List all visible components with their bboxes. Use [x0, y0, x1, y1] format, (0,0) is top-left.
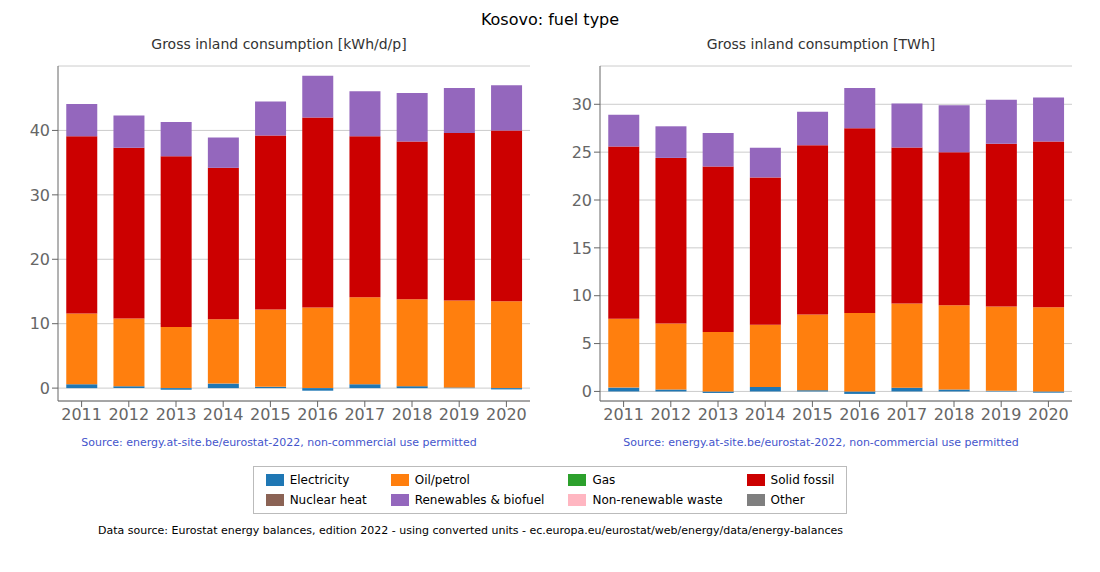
html-text:Solid fossil: Solid fossil [770, 473, 835, 487]
svg-text:2012: 2012 [108, 405, 149, 424]
svg-text:2019: 2019 [439, 405, 480, 424]
svg-text:2016: 2016 [297, 405, 338, 424]
svg-text:2015: 2015 [792, 405, 833, 424]
svg-text:2015: 2015 [250, 405, 291, 424]
html-text:Source: energy.at-site.be/euro: Source: energy.at-site.be/eurostat-2022,… [623, 436, 1019, 449]
svg-text:2013: 2013 [698, 405, 739, 424]
html-text:Electricity: Electricity [289, 473, 350, 487]
svg-text:2019: 2019 [981, 405, 1022, 424]
html-text:Source: energy.at-site.be/euro: Source: energy.at-site.be/eurostat-2022,… [81, 436, 477, 449]
svg-text:2018: 2018 [392, 405, 433, 424]
svg-text:30: 30 [572, 95, 592, 114]
html-text:Renewables & biofuel: Renewables & biofuel [414, 493, 545, 507]
svg-text:10: 10 [572, 286, 592, 305]
html-text:Other: Other [770, 493, 805, 507]
svg-text:2020: 2020 [486, 405, 527, 424]
svg-text:5: 5 [582, 334, 592, 353]
svg-text:0: 0 [40, 379, 50, 398]
svg-text:2012: 2012 [650, 405, 691, 424]
html-text:Gross inland consumption [kWh/: Gross inland consumption [kWh/d/p] [151, 36, 407, 52]
html-text:Kosovo: fuel type: Kosovo: fuel type [480, 10, 620, 29]
svg-text:0: 0 [582, 382, 592, 401]
svg-text:10: 10 [30, 314, 50, 333]
svg-text:40: 40 [30, 121, 50, 140]
svg-text:30: 30 [30, 186, 50, 205]
html-text:Nuclear heat: Nuclear heat [289, 493, 367, 507]
svg-text:2011: 2011 [603, 405, 644, 424]
svg-text:15: 15 [572, 239, 592, 258]
svg-text:2020: 2020 [1028, 405, 1069, 424]
svg-text:2014: 2014 [745, 405, 786, 424]
html-text:Gas: Gas [592, 473, 616, 487]
html-text:Gross inland consumption [TWh]: Gross inland consumption [TWh] [706, 36, 936, 52]
svg-text:25: 25 [572, 143, 592, 162]
html-text:Data source: Eurostat energy b: Data source: Eurostat energy balances, e… [98, 524, 843, 537]
svg-text:2013: 2013 [156, 405, 197, 424]
html-text:Non-renewable waste: Non-renewable waste [592, 493, 723, 507]
svg-text:2011: 2011 [61, 405, 102, 424]
svg-text:2016: 2016 [839, 405, 880, 424]
html-text:Oil/petrol: Oil/petrol [414, 473, 470, 487]
svg-text:2017: 2017 [886, 405, 927, 424]
svg-text:20: 20 [572, 191, 592, 210]
svg-text:2018: 2018 [934, 405, 975, 424]
svg-text:2017: 2017 [344, 405, 385, 424]
svg-text:20: 20 [30, 250, 50, 269]
svg-text:2014: 2014 [203, 405, 244, 424]
